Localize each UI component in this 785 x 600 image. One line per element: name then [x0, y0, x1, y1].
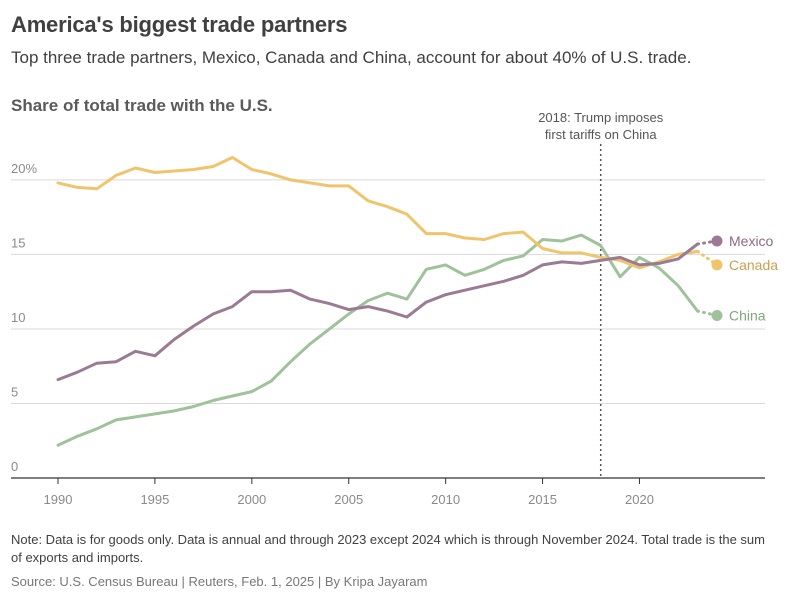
series-point-2024-china: [711, 310, 723, 322]
series-point-2024-mexico: [711, 235, 723, 247]
y-tick-label: 5: [11, 384, 18, 399]
x-tick-label: 2005: [334, 492, 363, 507]
x-tick-label: 2010: [431, 492, 460, 507]
y-tick-label: 15: [11, 235, 25, 250]
x-tick-label: 1995: [140, 492, 169, 507]
y-tick-labels: 0 5 10 15 20%: [11, 161, 37, 474]
chart-title: America's biggest trade partners: [11, 12, 348, 37]
x-tick-label: 2020: [625, 492, 654, 507]
x-tick-label: 2000: [237, 492, 266, 507]
chart-heading: Share of total trade with the U.S.: [11, 96, 273, 115]
grid-lines: [11, 179, 765, 404]
chart-subtitle: Top three trade partners, Mexico, Canada…: [11, 48, 692, 67]
series-line-china: [56, 233, 700, 447]
series-label-china: China: [729, 308, 766, 324]
y-tick-label: 0: [11, 459, 18, 474]
series-line-canada: [56, 156, 700, 270]
x-tick-label: 1990: [44, 492, 73, 507]
chart-source: Source: U.S. Census Bureau | Reuters, Fe…: [11, 574, 428, 589]
series-label-mexico: Mexico: [729, 233, 774, 249]
y-tick-label: 20%: [11, 161, 37, 176]
x-tick-labels: 1990 1995 2000 2005 2010 2015 2020: [44, 492, 654, 507]
annotation-text-line2: first tariffs on China: [545, 127, 658, 142]
annotation-text-line1: 2018: Trump imposes: [538, 110, 664, 125]
chart-note: Note: Data is for goods only. Data is an…: [11, 532, 765, 565]
x-tick-label: 2015: [528, 492, 557, 507]
x-axis: [11, 477, 765, 484]
series-point-2024-canada: [711, 259, 723, 271]
y-tick-label: 10: [11, 310, 25, 325]
series-line-mexico: [56, 242, 700, 382]
series-label-canada: Canada: [729, 257, 778, 273]
series-lines: China Canada Mexico: [56, 156, 778, 447]
